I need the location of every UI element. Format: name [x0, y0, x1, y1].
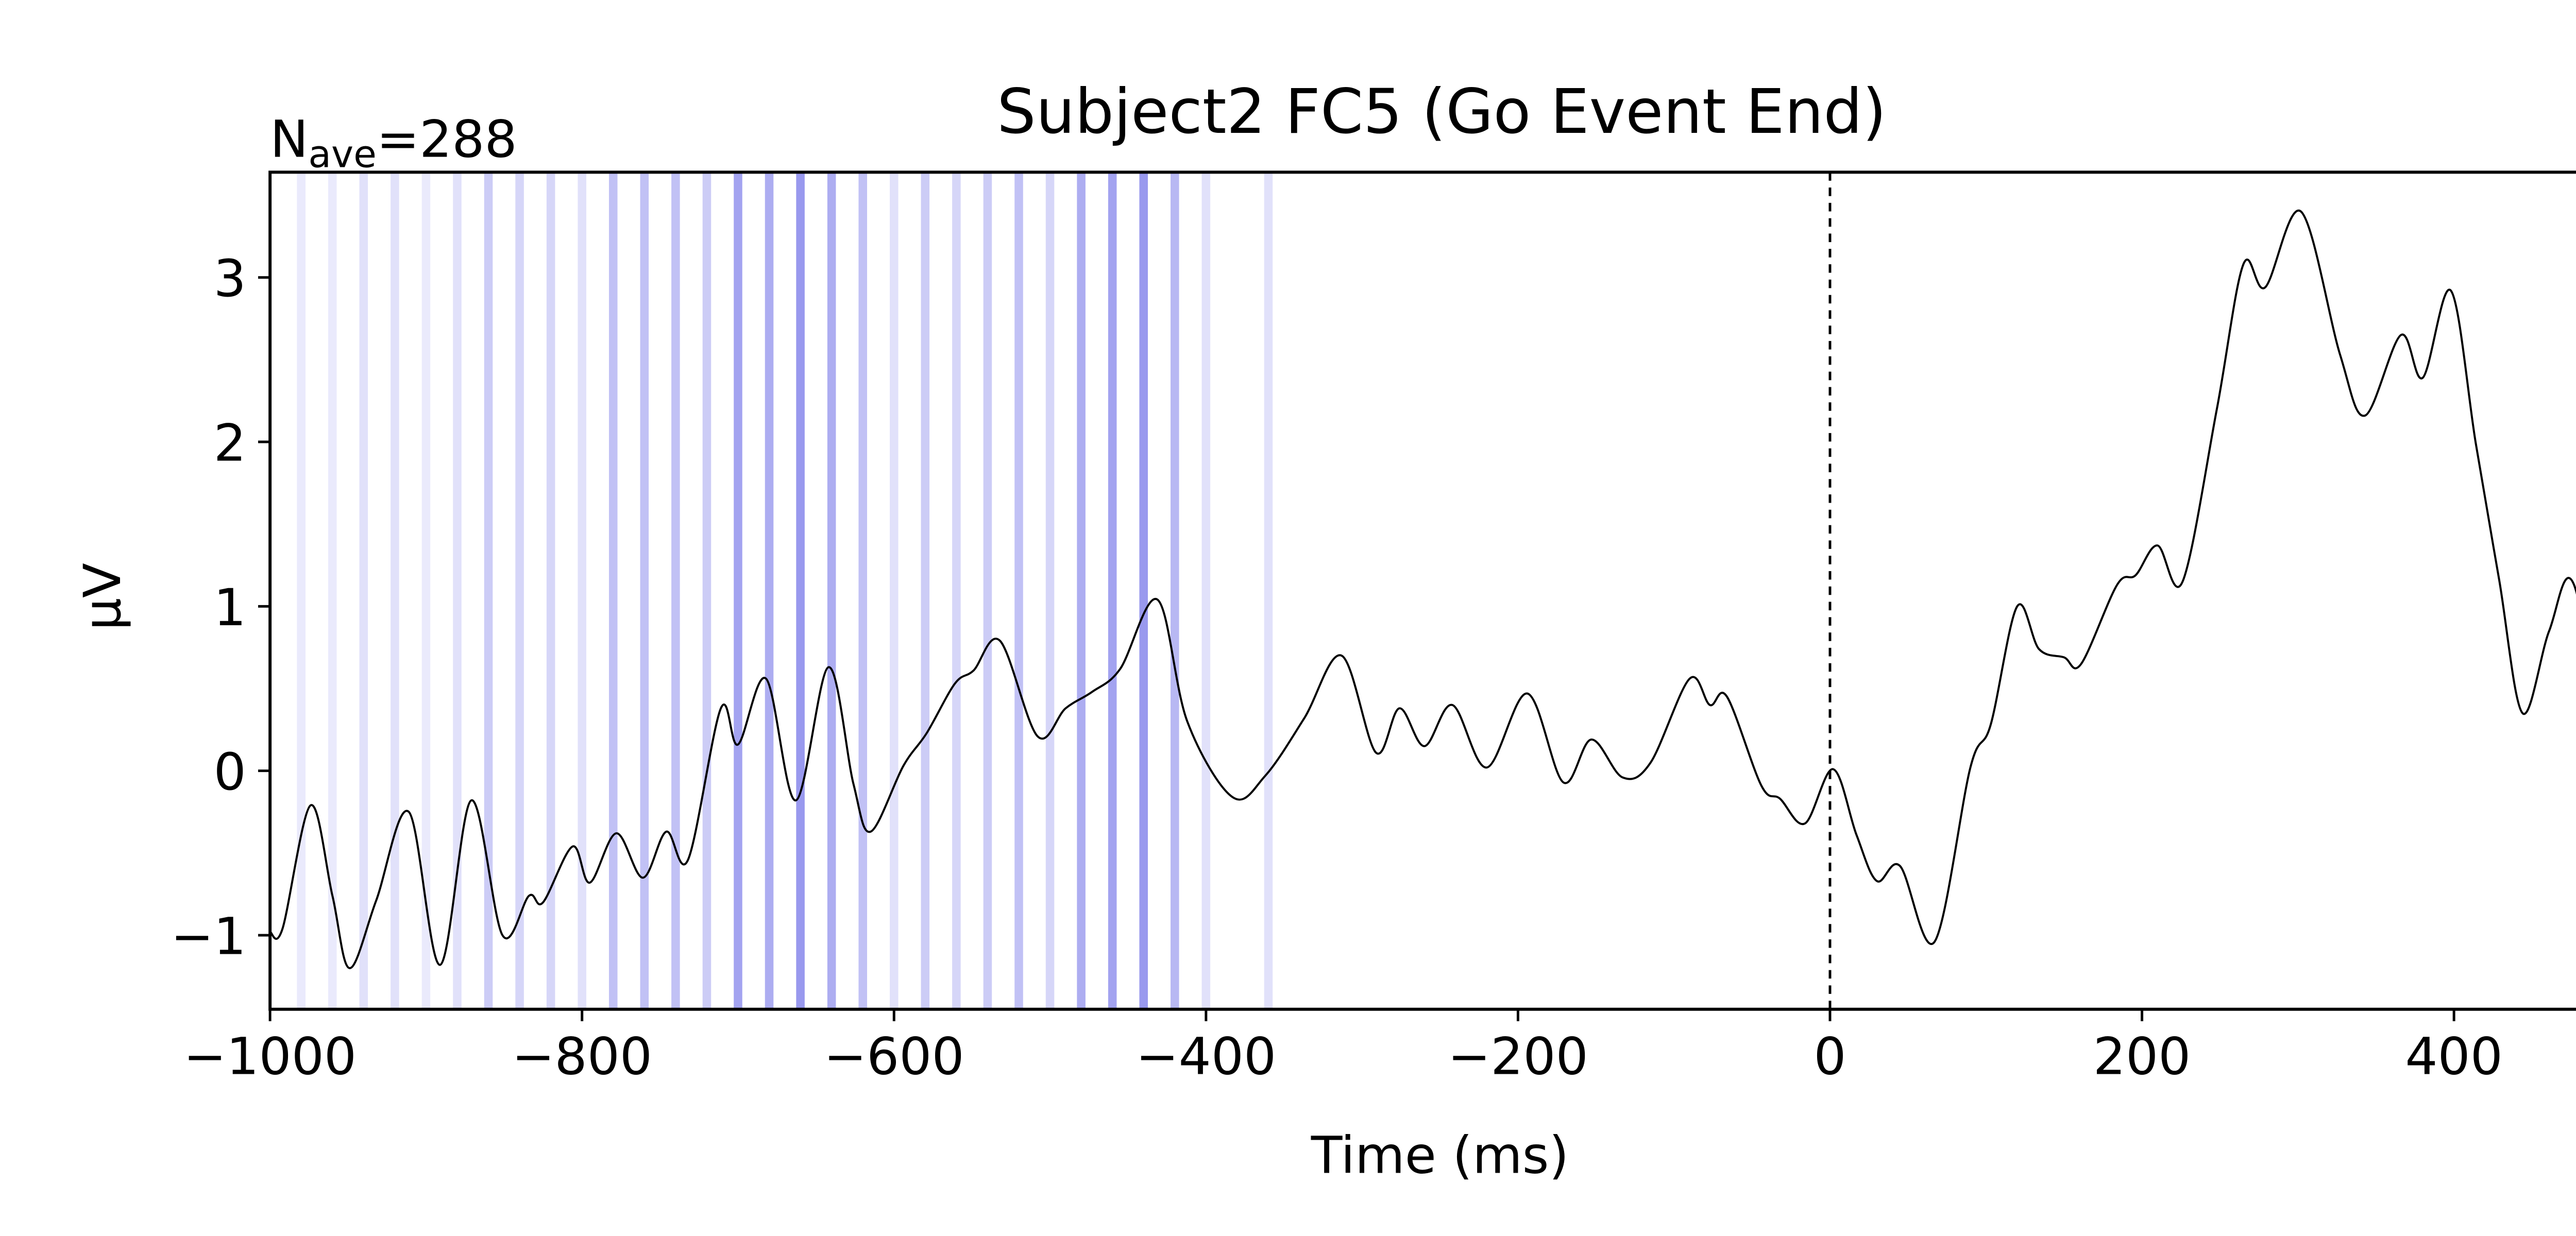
annotation-base: N	[270, 110, 308, 169]
x-tick-label: 400	[2405, 1027, 2503, 1087]
highlight-band	[1045, 172, 1055, 1009]
annotation-rest: =288	[377, 110, 517, 169]
highlight-band	[608, 172, 618, 1009]
highlight-band	[484, 172, 493, 1009]
highlight-band	[858, 172, 868, 1009]
annotation-sub: ave	[308, 132, 377, 176]
highlight-band	[391, 172, 399, 1009]
highlight-band	[1077, 172, 1086, 1009]
highlight-band	[890, 172, 899, 1009]
y-tick-label: 2	[214, 414, 246, 473]
highlight-band	[921, 172, 930, 1009]
highlight-band	[796, 172, 805, 1009]
chart-title: Subject2 FC5 (Go Event End)	[997, 76, 1886, 148]
highlight-band	[1139, 172, 1148, 1009]
highlight-band	[827, 172, 836, 1009]
highlight-band	[359, 172, 368, 1009]
y-tick-label: 1	[214, 578, 246, 638]
annotation: Nave=288	[270, 110, 517, 177]
highlight-band	[1108, 172, 1117, 1009]
highlight-band	[640, 172, 649, 1009]
line-series	[269, 209, 2576, 969]
x-tick-label: −400	[1136, 1027, 1276, 1087]
highlight-band	[515, 172, 524, 1009]
highlight-band	[453, 172, 462, 1009]
highlight-band	[1264, 172, 1273, 1009]
highlight-band	[765, 172, 774, 1009]
y-axis-label: μV	[73, 563, 132, 630]
highlight-band	[421, 172, 431, 1009]
highlight-band	[546, 172, 555, 1009]
highlight-band	[952, 172, 961, 1009]
highlight-band	[297, 172, 306, 1009]
highlight-band	[983, 172, 992, 1009]
highlight-band	[702, 172, 711, 1009]
x-tick-label: −200	[1448, 1027, 1588, 1087]
highlight-band	[578, 172, 586, 1009]
x-tick-label: 0	[1814, 1027, 1846, 1087]
highlight-band	[734, 172, 742, 1009]
highlight-band	[671, 172, 680, 1009]
highlight-band	[1171, 172, 1179, 1009]
plot-frame	[268, 170, 2576, 1011]
x-tick-label: −1000	[183, 1027, 357, 1087]
highlight-band	[1201, 172, 1211, 1009]
x-tick-label: −600	[824, 1027, 964, 1087]
highlight-band	[1014, 172, 1023, 1009]
x-axis-label: Time (ms)	[1311, 1126, 1569, 1186]
x-tick-label: 200	[2093, 1027, 2191, 1087]
y-tick-label: 0	[214, 743, 246, 802]
x-tick-label: −800	[512, 1027, 652, 1087]
highlight-band	[328, 172, 337, 1009]
y-tick-label: 3	[214, 249, 246, 308]
y-tick-label: −1	[171, 907, 246, 966]
